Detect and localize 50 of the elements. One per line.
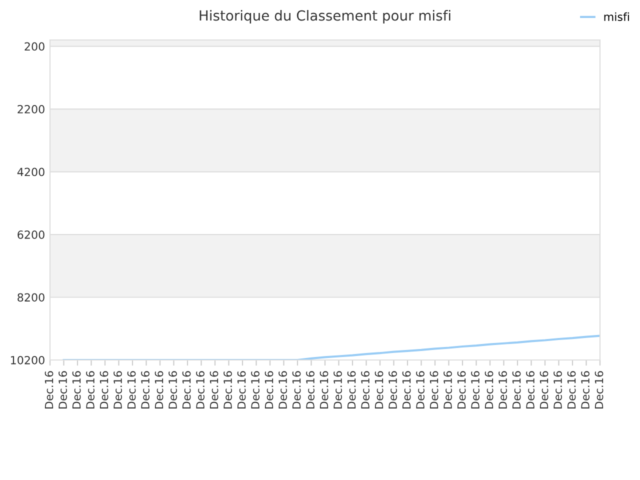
x-tick-label: Dec.16 <box>457 371 466 408</box>
x-tick-label: Dec.16 <box>100 371 108 408</box>
x-tick-label: Dec.16 <box>154 371 164 408</box>
x-tick-label: Dec.16 <box>251 371 260 408</box>
x-tick-label: Dec.16 <box>471 371 480 408</box>
x-tick-label: Dec.16 <box>361 371 370 408</box>
x-tick-label: Dec.16 <box>72 371 81 408</box>
x-tick-label: Dec.16 <box>402 371 411 408</box>
x-tick-label: Dec.16 <box>567 371 576 408</box>
x-tick-label: Dec.16 <box>526 371 534 408</box>
y-tick-label: 200 <box>24 42 44 51</box>
x-tick-label: Dec.16 <box>484 371 494 408</box>
x-tick-label: Dec.16 <box>540 371 548 408</box>
x-tick-label: Dec.16 <box>347 371 356 408</box>
legend-label: misfi <box>604 12 629 21</box>
y-tick-label: 10200 <box>11 356 44 364</box>
x-tick-label: Dec.16 <box>141 371 150 408</box>
x-tick-label: Dec.16 <box>210 371 218 408</box>
y-tick-label: 2200 <box>18 104 44 114</box>
x-tick-label: Dec.16 <box>278 371 287 408</box>
x-tick-label: Dec.16 <box>498 371 507 408</box>
y-tick-label: 6200 <box>18 230 44 239</box>
x-tick-label: Dec.16 <box>388 371 397 408</box>
x-tick-label: Dec.16 <box>127 371 136 408</box>
x-tick-label: Dec.16 <box>114 371 122 408</box>
x-tick-label: Dec.16 <box>58 371 67 408</box>
chart-title: Historique du Classement pour misfi <box>200 10 450 24</box>
x-tick-label: Dec.16 <box>512 371 521 408</box>
x-tick-label: Dec.16 <box>581 371 590 408</box>
y-tick-label: 8200 <box>18 293 44 302</box>
line-series <box>62 334 600 360</box>
x-tick-label: Dec.16 <box>416 371 424 408</box>
x-tick-label: Dec.16 <box>444 371 452 408</box>
x-tick-label: Dec.16 <box>237 371 246 408</box>
x-tick-label: Dec.16 <box>374 371 384 408</box>
x-tick-label: Dec.16 <box>264 371 274 408</box>
y-tick-label: 4200 <box>17 168 44 176</box>
x-tick-label: Dec.16 <box>334 371 342 408</box>
x-tick-label: Dec.16 <box>224 371 232 408</box>
x-tick-label: Dec.16 <box>554 371 562 408</box>
x-tick-label: Dec.16 <box>430 371 438 408</box>
x-tick-label: Dec.16 <box>306 371 314 408</box>
x-tick-label: Dec.16 <box>168 371 177 408</box>
x-tick-label: Dec.16 <box>44 371 54 408</box>
x-tick-label: Dec.16 <box>594 371 604 408</box>
x-tick-label: Dec.16 <box>292 371 301 408</box>
x-tick-label: Dec.16 <box>196 371 204 408</box>
x-tick-label: Dec.16 <box>182 371 191 408</box>
x-tick-label: Dec.16 <box>86 371 94 408</box>
x-tick-label: Dec.16 <box>320 371 328 408</box>
